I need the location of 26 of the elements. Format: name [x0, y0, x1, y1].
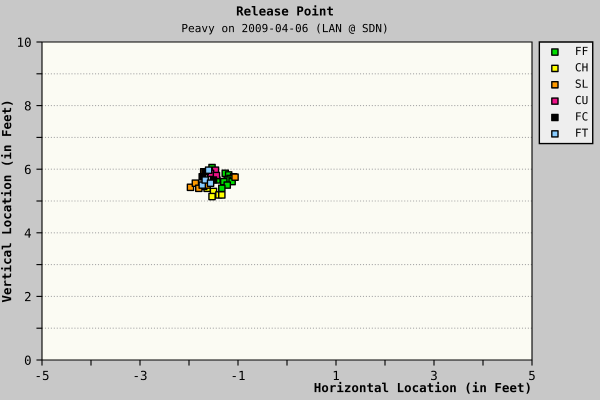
legend-label: SL	[576, 79, 588, 88]
y-tick-label: 10	[18, 38, 31, 47]
legend-label: FT	[576, 128, 588, 137]
y-tick-label: 0	[24, 356, 31, 365]
legend-label: CH	[576, 63, 588, 72]
x-tick-label: -3	[134, 370, 147, 380]
x-tick-label: -5	[36, 370, 49, 380]
x-tick-label: 1	[334, 370, 339, 380]
point	[208, 192, 216, 200]
y-tick-label: 4	[24, 228, 31, 238]
legend-label: CU	[576, 96, 588, 104]
chart-subtitle: Peavy on 2009-04-06 (LAN @ SDN)	[182, 24, 386, 34]
x-tick-label: -1	[232, 370, 245, 380]
y-tick-label: 6	[24, 164, 31, 174]
legend-label: FC	[576, 112, 588, 121]
x-axis-title: Horizontal Location (in Feet)	[314, 382, 530, 394]
point	[204, 166, 212, 174]
y-tick-label: 8	[24, 101, 31, 111]
y-tick-label: 2	[24, 292, 31, 302]
point	[218, 191, 226, 199]
x-tick-label: 5	[529, 370, 535, 380]
chart-title: Release Point	[236, 5, 333, 16]
x-tick-label: 3	[431, 370, 437, 380]
y-axis-title: Vertical Location (in Feet)	[0, 102, 13, 302]
point	[206, 179, 214, 187]
legend-label: FF	[576, 46, 588, 55]
